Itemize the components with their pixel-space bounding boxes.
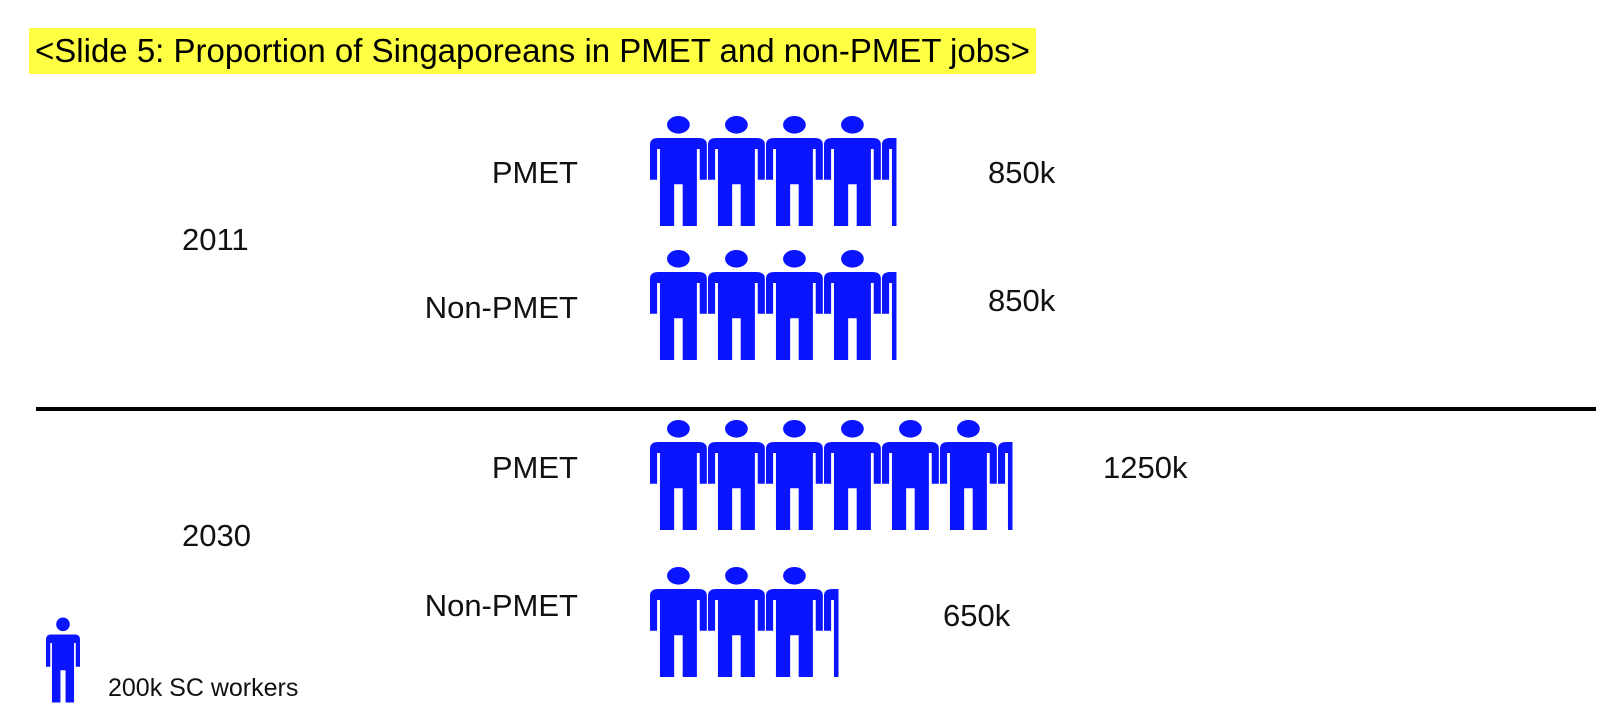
person-icon xyxy=(708,250,765,360)
row-0-1-svg xyxy=(650,250,897,360)
pictogram-row-2030-pmet xyxy=(650,420,1013,530)
person-icon xyxy=(650,420,707,530)
person-icon xyxy=(766,116,823,226)
person-icon xyxy=(882,420,939,530)
row-1-0-svg xyxy=(650,420,1013,530)
category-label-2030-non-pmet: Non-PMET xyxy=(424,588,578,623)
group-divider xyxy=(36,407,1596,411)
person-icon xyxy=(766,567,823,677)
pictogram-row-2011-pmet xyxy=(650,116,897,226)
category-label-2030-pmet: PMET xyxy=(491,450,578,485)
person-icon xyxy=(824,116,881,226)
value-label-2030-non-pmet: 650k xyxy=(943,598,1011,633)
person-icon xyxy=(766,420,823,530)
value-label-2011-pmet: 850k xyxy=(988,155,1056,190)
category-label-2011-pmet: PMET xyxy=(491,155,578,190)
legend-label: 200k SC workers xyxy=(108,674,299,702)
year-label-2030: 2030 xyxy=(182,518,251,553)
pictogram-row-2030-non-pmet xyxy=(650,567,839,677)
person-icon xyxy=(708,567,765,677)
person-icon xyxy=(824,250,881,360)
row-1-1-svg xyxy=(650,567,839,677)
row-0-0-svg xyxy=(650,116,897,226)
person-icon xyxy=(650,116,707,226)
slide-title: <Slide 5: Proportion of Singaporeans in … xyxy=(29,28,1036,74)
person-icon xyxy=(824,589,839,677)
person-icon xyxy=(940,420,997,530)
person-icon xyxy=(998,442,1013,530)
pictogram-row-2011-non-pmet xyxy=(650,250,897,360)
year-label-2011: 2011 xyxy=(182,222,249,257)
person-icon xyxy=(650,250,707,360)
value-label-2030-pmet: 1250k xyxy=(1103,450,1188,485)
person-icon xyxy=(708,116,765,226)
person-icon xyxy=(650,567,707,677)
person-icon xyxy=(882,138,897,226)
legend-person-icon xyxy=(46,617,80,703)
person-icon xyxy=(46,617,80,703)
category-label-2011-non-pmet: Non-PMET xyxy=(424,290,578,325)
person-icon xyxy=(824,420,881,530)
person-icon xyxy=(882,272,897,360)
person-icon xyxy=(708,420,765,530)
value-label-2011-non-pmet: 850k xyxy=(988,283,1056,318)
person-icon xyxy=(766,250,823,360)
